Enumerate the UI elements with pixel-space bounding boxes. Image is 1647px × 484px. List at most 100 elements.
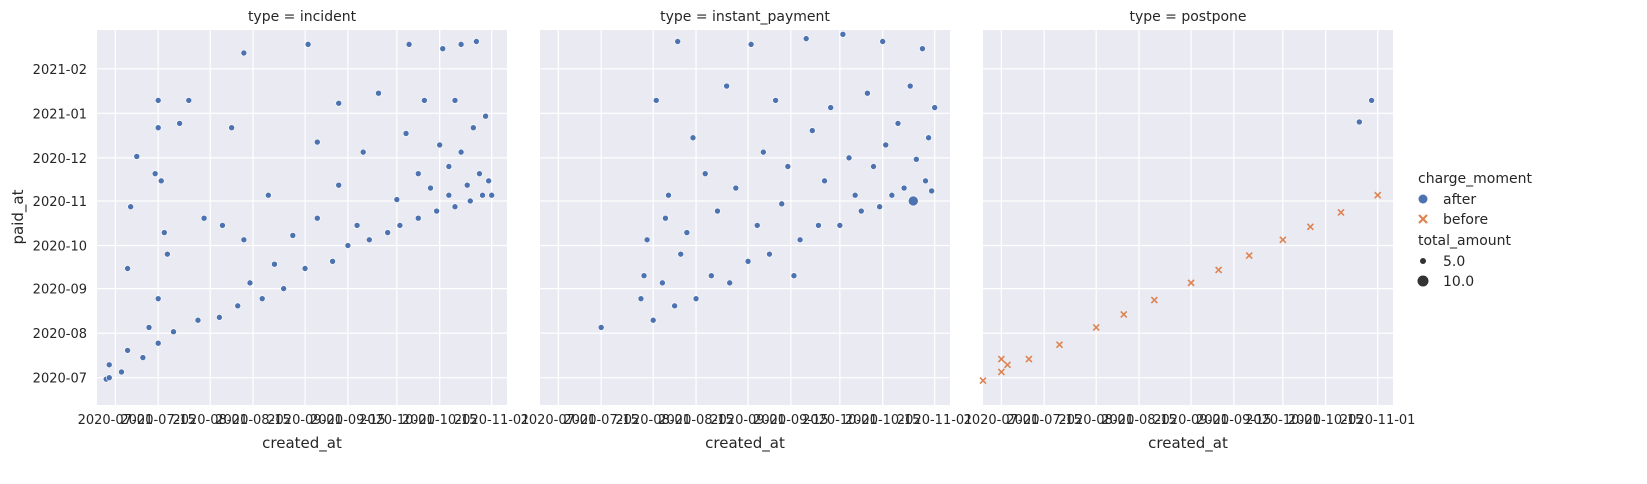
data-point-after	[821, 177, 828, 185]
data-point-after	[353, 222, 361, 229]
data-point-before	[1215, 266, 1223, 274]
data-point-after	[402, 130, 410, 137]
data-point-after	[662, 214, 669, 222]
y-tick-label: 2020-12	[33, 152, 87, 167]
x-tick-label: 2020-08-15	[658, 413, 734, 428]
legend-size-label: 5.0	[1443, 254, 1465, 270]
legend-size-marker	[1417, 275, 1429, 287]
data-point-after	[304, 41, 312, 48]
data-point-after	[421, 97, 428, 104]
data-point-after	[640, 272, 648, 279]
data-point-after	[139, 354, 147, 361]
x-axis-label: created_at	[705, 434, 785, 453]
x-tick-label: 2020-07-15	[1006, 413, 1082, 428]
x-tick-label: 2020-10-15	[402, 413, 478, 428]
y-tick-label: 2020-07	[33, 372, 87, 387]
data-point-after	[170, 328, 177, 336]
x-tick-label: 2020-08-01	[172, 413, 248, 428]
data-point-before	[997, 355, 1005, 363]
data-point-before	[1003, 361, 1012, 369]
data-point-after	[876, 203, 883, 211]
data-point-after	[692, 295, 700, 302]
data-point-after	[154, 124, 162, 132]
plot-area	[983, 30, 1393, 405]
data-point-after	[405, 41, 413, 48]
data-point-after	[124, 347, 131, 354]
data-point-after	[246, 279, 254, 287]
data-point-after	[366, 236, 373, 244]
data-point-after	[652, 97, 660, 104]
data-point-after	[335, 181, 343, 189]
data-point-after	[796, 236, 804, 244]
facet-panel-1: 2020-07-012020-07-152020-08-012020-08-15…	[33, 9, 530, 453]
data-point-after	[802, 35, 810, 42]
data-point-before	[1279, 236, 1287, 244]
x-tick-label: 2020-09-01	[267, 413, 343, 428]
data-point-after	[157, 177, 165, 185]
data-point-after	[329, 258, 336, 265]
data-point-after	[790, 272, 798, 279]
data-point-after	[433, 207, 440, 215]
data-point-after	[1356, 118, 1363, 126]
data-point-before	[1374, 191, 1382, 199]
facet-panel-3: 2020-07-012020-07-152020-08-012020-08-15…	[964, 9, 1416, 453]
data-point-after	[928, 187, 935, 195]
data-point-after	[451, 97, 459, 104]
data-point-after	[313, 214, 321, 222]
data-point-after	[154, 339, 162, 347]
data-point-after	[133, 153, 141, 160]
data-point-after	[200, 214, 208, 222]
data-point-after	[888, 191, 896, 199]
data-point-after	[118, 368, 125, 376]
data-point-after	[234, 302, 242, 310]
data-point-after	[393, 196, 401, 203]
data-point-after	[280, 285, 287, 292]
data-point-after	[839, 31, 847, 38]
data-point-after	[1368, 97, 1375, 104]
data-point-after	[919, 45, 926, 52]
data-point-after	[744, 258, 752, 265]
x-tick-label: 2020-09-01	[710, 413, 786, 428]
data-point-after	[815, 222, 822, 229]
data-point-before	[1187, 279, 1195, 287]
data-point-before	[1120, 310, 1128, 319]
x-tick-label: 2020-08-15	[1101, 413, 1177, 428]
legend-hue-label: after	[1443, 192, 1476, 208]
y-tick-label: 2020-08	[33, 327, 87, 342]
data-point-after	[164, 250, 171, 258]
data-point-after	[485, 177, 492, 185]
data-point-after	[445, 163, 453, 170]
data-point-after	[753, 222, 761, 229]
data-point-after	[194, 316, 202, 324]
data-point-before	[1306, 223, 1314, 231]
x-tick-label: 2020-09-15	[310, 413, 386, 428]
data-point-after	[857, 207, 865, 215]
data-point-after	[677, 250, 685, 258]
data-point-after	[882, 141, 890, 149]
data-point-after	[925, 134, 932, 142]
x-tick-label: 2020-09-15	[1196, 413, 1272, 428]
x-tick-label: 2020-10-01	[1245, 413, 1321, 428]
facet-title: type = instant_payment	[660, 9, 830, 25]
data-point-after	[476, 170, 483, 177]
data-point-after	[488, 191, 496, 199]
data-point-before	[979, 377, 987, 385]
x-tick-label: 2020-07-01	[78, 413, 154, 428]
data-point-after	[637, 295, 645, 302]
data-point-after	[473, 38, 480, 45]
data-point-after	[906, 82, 914, 90]
data-point-after	[760, 148, 767, 156]
data-point-after	[151, 170, 159, 177]
data-point-after	[747, 41, 755, 48]
x-tick-label: 2020-08-15	[215, 413, 291, 428]
data-point-after	[124, 265, 131, 272]
data-point-after	[145, 324, 153, 331]
data-point-after	[228, 124, 235, 132]
data-point-after	[414, 214, 422, 222]
data-point-after	[344, 242, 352, 249]
data-point-after	[154, 97, 162, 104]
data-point-after	[396, 222, 404, 229]
data-point-after	[154, 295, 162, 302]
x-tick-label: 2020-10-01	[359, 413, 435, 428]
y-tick-label: 2021-01	[33, 107, 87, 122]
